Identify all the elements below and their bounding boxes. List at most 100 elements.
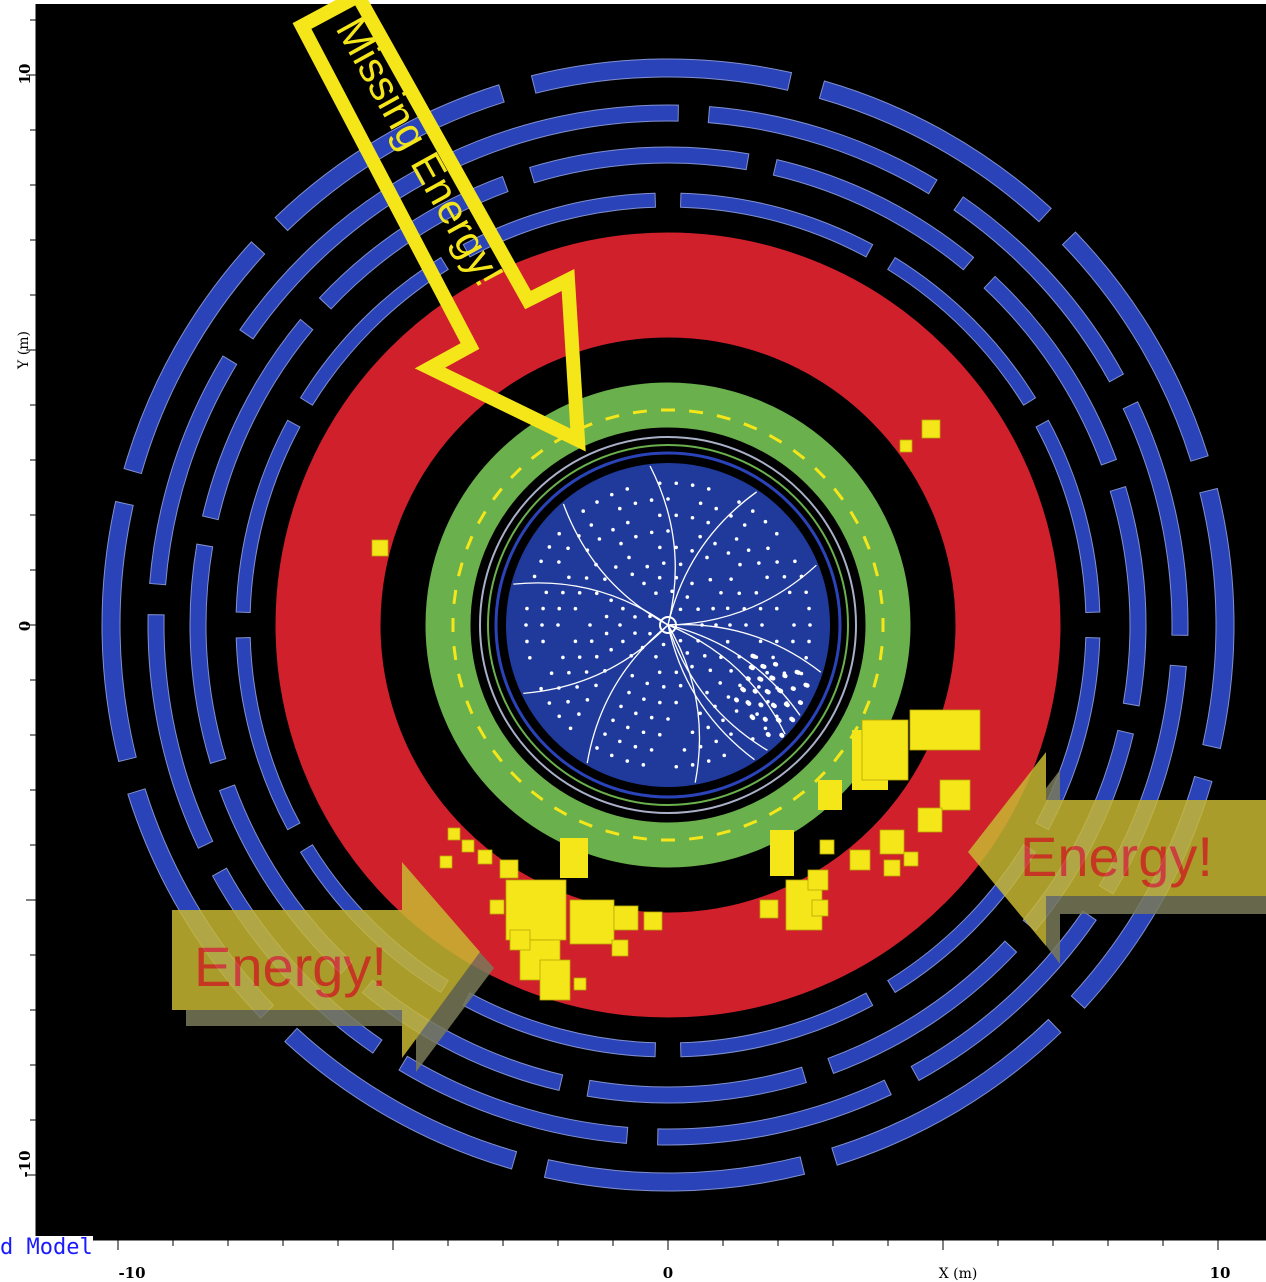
tracker-hit (737, 591, 742, 596)
solenoid-ring-mid (487, 444, 849, 806)
tracker-hit (698, 501, 703, 506)
tracker-hit (619, 541, 623, 546)
tracker-hit (758, 677, 764, 682)
tracker-hit (791, 639, 795, 644)
tracker-hit (654, 591, 658, 596)
em-deposit (688, 835, 704, 841)
em-deposit (814, 466, 827, 479)
particle-track (649, 465, 676, 626)
em-deposit (457, 673, 464, 688)
tracker-hit (577, 655, 582, 659)
tracker-hit (698, 711, 702, 716)
tracker-hit (718, 681, 722, 685)
muon-chamber-segment (657, 1079, 892, 1146)
energy-callout-left: Energy! (172, 862, 494, 1072)
tracker-hit (588, 623, 592, 627)
tracker-hit (630, 572, 635, 577)
energy-arrow-right (968, 752, 1266, 946)
muon-chamber-segment (530, 58, 793, 94)
tracker-hit (642, 581, 646, 586)
tracker-hit (661, 642, 666, 647)
em-deposit (792, 790, 806, 802)
tracker-hit (619, 704, 623, 709)
em-deposit (716, 829, 731, 836)
muon-chamber-segment (318, 175, 509, 310)
em-deposit (881, 618, 885, 632)
solenoid-ring-inner (494, 451, 842, 799)
x-tick-label-neg10: -10 (118, 1264, 145, 1282)
muon-chamber-segment (274, 84, 505, 232)
tracker-hit (758, 606, 763, 611)
muon-chamber-segment (529, 146, 750, 184)
energy-deposit-block (539, 959, 571, 1001)
tracker-hit (575, 685, 579, 689)
tracker-hit (525, 606, 529, 611)
tracker-hit (773, 662, 779, 667)
energy-deposit-block (613, 905, 639, 931)
tracker-hit (618, 623, 622, 627)
tracker-hit (738, 562, 742, 567)
tracker-hit (711, 606, 715, 611)
tracker-hit (698, 534, 702, 539)
tracker-hit (762, 664, 767, 670)
tracker-hit (670, 589, 674, 594)
muon-chamber-segment (235, 419, 301, 613)
tracker-hit (584, 670, 589, 674)
tracker-hit (657, 575, 662, 580)
energy-deposit-block (909, 709, 981, 751)
tracker-hit (547, 545, 552, 549)
tracker-hit (525, 639, 529, 644)
tracker-hit (791, 686, 796, 692)
tracker-hit (625, 487, 630, 491)
tracker-hit (729, 732, 733, 736)
em-deposit-cluster (818, 780, 842, 810)
tracker-hit (573, 606, 578, 611)
particle-track (667, 491, 758, 626)
tracker-hit (765, 670, 769, 675)
em-deposit (688, 409, 704, 415)
muon-chamber-segment (1061, 231, 1209, 462)
tracker-hit (577, 712, 581, 716)
energy-deposit-block (879, 829, 905, 855)
tracker-hit (682, 748, 687, 752)
missing-energy-arrow (292, 0, 586, 452)
particle-track (667, 624, 701, 783)
em-deposit (743, 819, 758, 828)
tracker-hit (798, 700, 804, 706)
tracker-hit (557, 606, 562, 611)
tracker-hit (674, 764, 679, 769)
tracker-hit (807, 639, 811, 644)
tracker-hit (609, 492, 614, 497)
tracker-hit (556, 623, 560, 627)
particle-track (523, 624, 669, 695)
em-deposit (661, 408, 675, 412)
tracker-hit (690, 730, 695, 735)
tracker-hit (752, 654, 757, 659)
tracker-hit (666, 717, 670, 721)
tracker-hit (708, 577, 713, 582)
tracker-hit (696, 607, 700, 611)
tracker-hit (787, 590, 792, 595)
tracker-hit (611, 718, 615, 723)
em-deposit (878, 645, 884, 661)
energy-deposit-block (439, 855, 453, 869)
tracker-hit (577, 591, 582, 595)
tracker-hit (774, 606, 779, 611)
y-tick-label-neg10: -10 (16, 1150, 34, 1177)
particle-track (667, 624, 786, 735)
em-deposit (792, 448, 806, 460)
em-deposit (661, 838, 675, 842)
muon-chamber-segment (101, 500, 137, 763)
energy-label-left: Energy! (194, 935, 387, 998)
em-deposit (632, 835, 648, 841)
tracker-hit (766, 732, 771, 738)
energy-deposit-block (489, 899, 505, 915)
energy-deposit-block (477, 849, 493, 865)
tracker-hit (566, 546, 570, 551)
tracker-hit (738, 683, 742, 688)
tracker-hit (658, 700, 662, 705)
tracker-hit (713, 541, 717, 546)
muon-chamber-segment (983, 275, 1118, 466)
muon-chamber-segment (818, 80, 1052, 223)
tracker-hit (654, 654, 658, 659)
